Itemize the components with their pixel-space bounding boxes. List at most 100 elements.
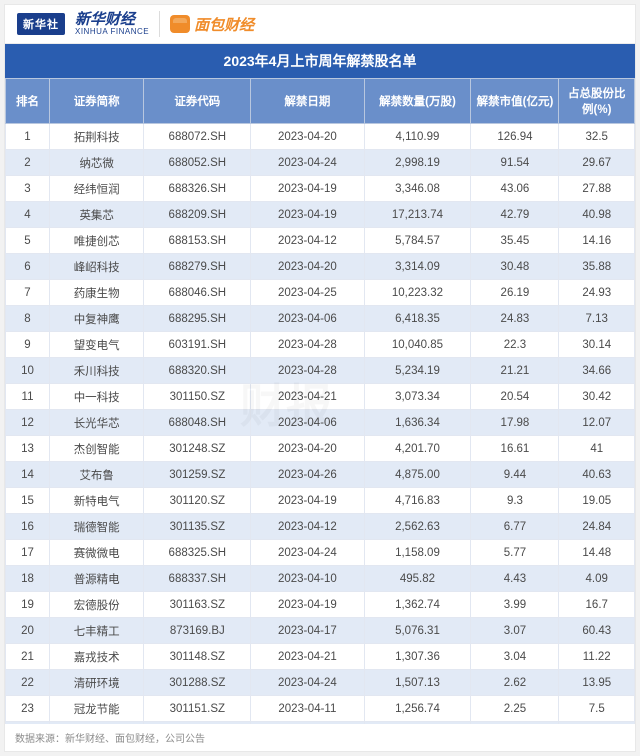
table-cell: 301259.SZ: [144, 462, 251, 488]
table-cell: 301248.SZ: [144, 436, 251, 462]
table-cell: 1,636.34: [364, 410, 471, 436]
table-cell: 12: [6, 410, 50, 436]
table-cell: 4.09: [559, 566, 635, 592]
table-row: 18普源精电688337.SH2023-04-10495.824.434.09: [6, 566, 635, 592]
table-cell: 英集芯: [50, 202, 144, 228]
table-cell: 34.66: [559, 358, 635, 384]
table-cell: 5: [6, 228, 50, 254]
table-cell: 15: [6, 488, 50, 514]
table-cell: 301150.SZ: [144, 384, 251, 410]
table-cell: 301135.SZ: [144, 514, 251, 540]
table-cell: 2023-04-21: [251, 644, 364, 670]
table-cell: 5,234.19: [364, 358, 471, 384]
table-cell: 301148.SZ: [144, 644, 251, 670]
header-divider: [159, 11, 160, 37]
table-cell: 3.07: [471, 618, 559, 644]
table-row: 14艾布鲁301259.SZ2023-04-264,875.009.4440.6…: [6, 462, 635, 488]
table-cell: 30.14: [559, 332, 635, 358]
table-row: 7药康生物688046.SH2023-04-2510,223.3226.1924…: [6, 280, 635, 306]
table-cell: 21: [6, 644, 50, 670]
table-row: 23冠龙节能301151.SZ2023-04-111,256.742.257.5: [6, 696, 635, 722]
table-row: 11中一科技301150.SZ2023-04-213,073.3420.5430…: [6, 384, 635, 410]
table-cell: 32.5: [559, 124, 635, 150]
table-row: 4英集芯688209.SH2023-04-1917,213.7442.7940.…: [6, 202, 635, 228]
table-row: 17赛微微电688325.SH2023-04-241,158.095.7714.…: [6, 540, 635, 566]
table-cell: 41: [559, 436, 635, 462]
table-title: 2023年4月上市周年解禁股名单: [5, 44, 635, 78]
table-cell: 2023-04-20: [251, 436, 364, 462]
table-cell: 688052.SH: [144, 150, 251, 176]
table-row: 3经纬恒润688326.SH2023-04-193,346.0843.0627.…: [6, 176, 635, 202]
table-row: 8中复神鹰688295.SH2023-04-066,418.3524.837.1…: [6, 306, 635, 332]
table-cell: 2,562.63: [364, 514, 471, 540]
table-cell: 2023-04-06: [251, 410, 364, 436]
table-cell: 3,314.09: [364, 254, 471, 280]
table-cell: 873169.BJ: [144, 618, 251, 644]
table-cell: 10: [6, 358, 50, 384]
table-cell: 2023-04-19: [251, 592, 364, 618]
table-row: 1拓荆科技688072.SH2023-04-204,110.99126.9432…: [6, 124, 635, 150]
xinhua-en: XINHUA FINANCE: [75, 28, 149, 36]
table-cell: 14.48: [559, 540, 635, 566]
table-cell: 2023-04-20: [251, 254, 364, 280]
table-cell: 4,201.70: [364, 436, 471, 462]
table-cell: 5.77: [471, 540, 559, 566]
table-row: 20七丰精工873169.BJ2023-04-175,076.313.0760.…: [6, 618, 635, 644]
table-cell: 688320.SH: [144, 358, 251, 384]
table-cell: 2023-04-28: [251, 332, 364, 358]
table-cell: 2.62: [471, 670, 559, 696]
table-cell: 14: [6, 462, 50, 488]
table-cell: 24.83: [471, 306, 559, 332]
table-row: 21嘉戎技术301148.SZ2023-04-211,307.363.0411.…: [6, 644, 635, 670]
table-row: 6峰岹科技688279.SH2023-04-203,314.0930.4835.…: [6, 254, 635, 280]
table-cell: 40.98: [559, 202, 635, 228]
table-cell: 11.22: [559, 644, 635, 670]
table-cell: 17: [6, 540, 50, 566]
table-cell: 2023-04-20: [251, 124, 364, 150]
table-cell: 2023-04-19: [251, 202, 364, 228]
table-cell: 2: [6, 150, 50, 176]
table-cell: 688295.SH: [144, 306, 251, 332]
col-header-code: 证券代码: [144, 79, 251, 124]
table-cell: 3: [6, 176, 50, 202]
table-cell: 16.7: [559, 592, 635, 618]
table-cell: 7.13: [559, 306, 635, 332]
table-cell: 16.61: [471, 436, 559, 462]
table-cell: 11: [6, 384, 50, 410]
table-cell: 20.54: [471, 384, 559, 410]
table-cell: 19: [6, 592, 50, 618]
table-cell: 4.43: [471, 566, 559, 592]
table-cell: 2023-04-12: [251, 228, 364, 254]
table-cell: 新特电气: [50, 488, 144, 514]
table-cell: 60.43: [559, 618, 635, 644]
table-cell: 688072.SH: [144, 124, 251, 150]
table-cell: 3,073.34: [364, 384, 471, 410]
xinhua-finance-logo: 新华财经 XINHUA FINANCE: [75, 12, 149, 36]
table-cell: 9: [6, 332, 50, 358]
table-cell: 6: [6, 254, 50, 280]
table-cell: 10,223.32: [364, 280, 471, 306]
table-cell: 6,418.35: [364, 306, 471, 332]
table-cell: 禾川科技: [50, 358, 144, 384]
table-cell: 药康生物: [50, 280, 144, 306]
xinhuashe-badge: 新华社: [17, 13, 65, 35]
table-cell: 16: [6, 514, 50, 540]
table-cell: 42.79: [471, 202, 559, 228]
table-cell: 688337.SH: [144, 566, 251, 592]
table-cell: 13: [6, 436, 50, 462]
table-cell: 91.54: [471, 150, 559, 176]
table-cell: 30.48: [471, 254, 559, 280]
stock-table: 排名 证券简称 证券代码 解禁日期 解禁数量(万股) 解禁市值(亿元) 占总股份…: [5, 78, 635, 724]
table-cell: 9.3: [471, 488, 559, 514]
table-cell: 688279.SH: [144, 254, 251, 280]
table-cell: 2023-04-06: [251, 306, 364, 332]
table-cell: 经纬恒润: [50, 176, 144, 202]
bread-text: 面包财经: [194, 14, 254, 35]
table-cell: 22.3: [471, 332, 559, 358]
col-header-val: 解禁市值(亿元): [471, 79, 559, 124]
table-row: 2纳芯微688052.SH2023-04-242,998.1991.5429.6…: [6, 150, 635, 176]
table-cell: 7.5: [559, 696, 635, 722]
table-cell: 19.05: [559, 488, 635, 514]
table-cell: 4,716.83: [364, 488, 471, 514]
table-cell: 纳芯微: [50, 150, 144, 176]
